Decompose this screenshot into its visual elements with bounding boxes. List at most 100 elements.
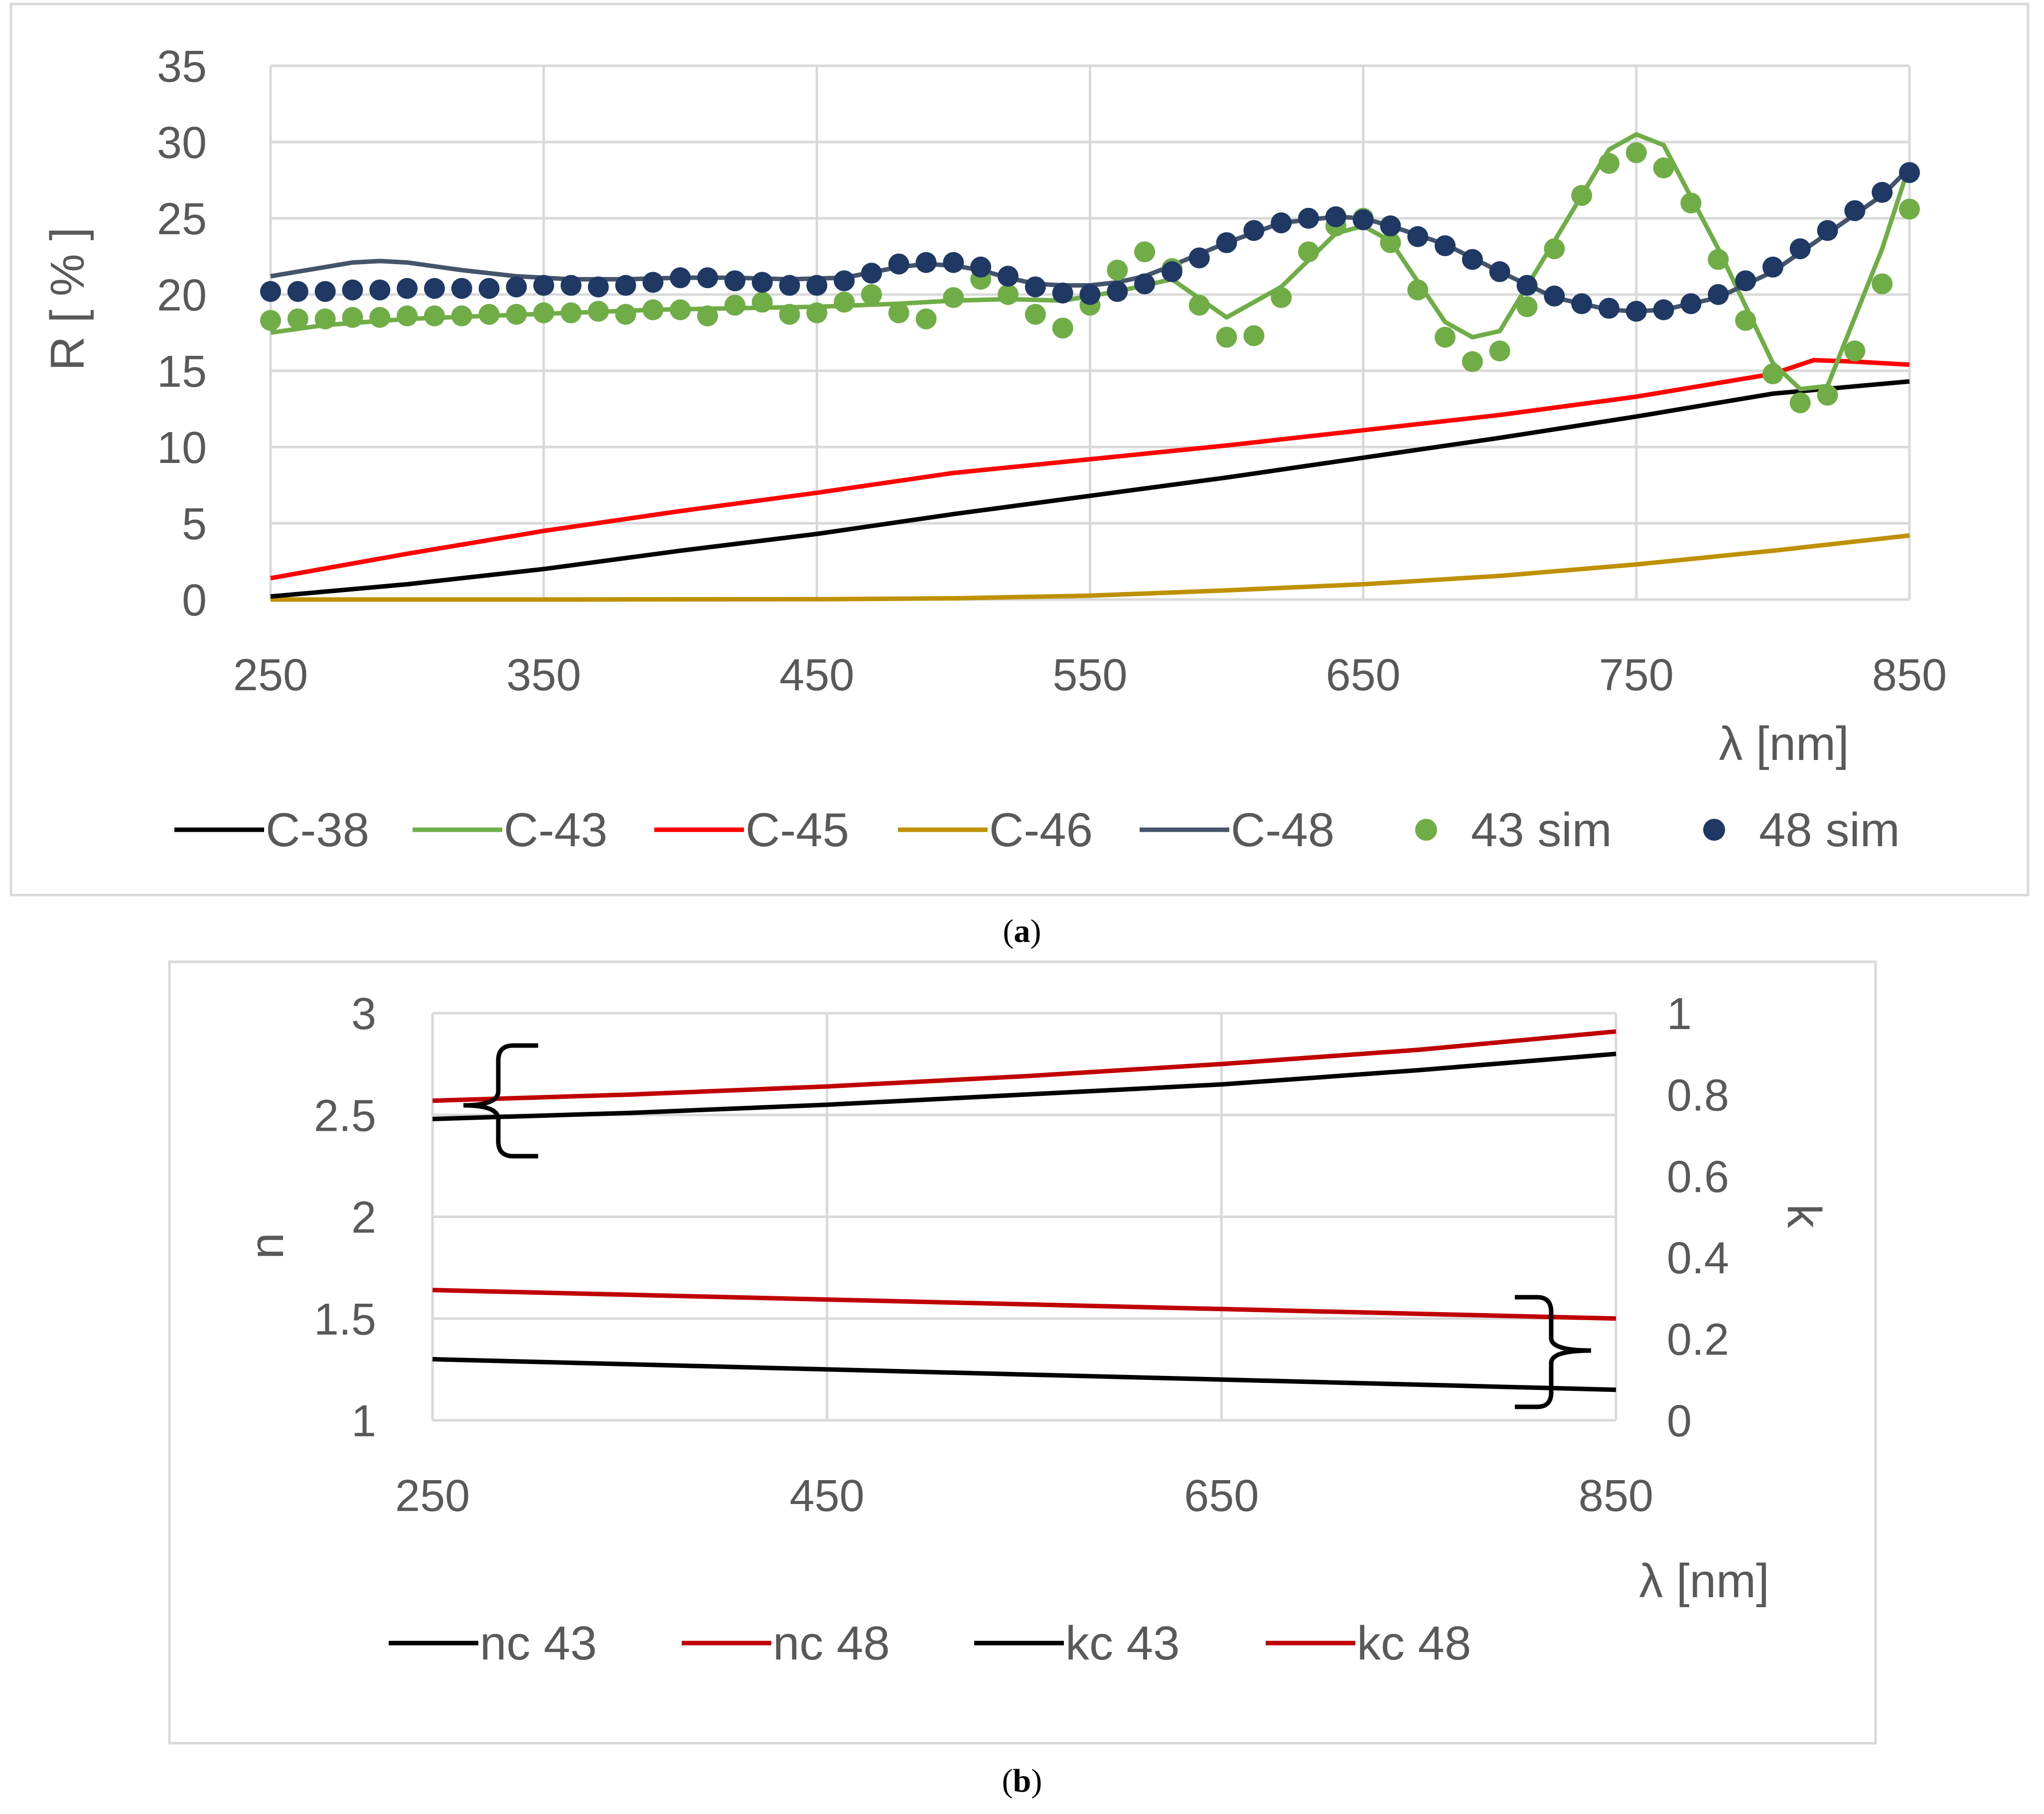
data-point-43-sim bbox=[806, 302, 828, 323]
data-point-48-sim bbox=[1107, 281, 1128, 302]
data-point-48-sim bbox=[1680, 293, 1702, 314]
data-point-43-sim bbox=[1625, 142, 1647, 163]
series-line-nc-48 bbox=[432, 1029, 1616, 1103]
legend-label-kc-43: kc 43 bbox=[1065, 1617, 1179, 1670]
panel-b-right-y-tick-label: 0 bbox=[1667, 1396, 1692, 1446]
data-point-43-sim bbox=[1052, 317, 1073, 339]
data-point-43-sim bbox=[1271, 287, 1292, 308]
data-point-48-sim bbox=[1844, 200, 1866, 221]
series-line-nc-43 bbox=[432, 1052, 1616, 1121]
legend-label-c-48: C-48 bbox=[1231, 803, 1334, 857]
data-point-43-sim bbox=[1544, 238, 1565, 260]
data-point-48-sim bbox=[1271, 212, 1292, 234]
legend-label-c-46: C-46 bbox=[989, 803, 1093, 857]
legend-label-nc-43: nc 43 bbox=[480, 1617, 597, 1670]
data-point-43-sim bbox=[724, 295, 745, 316]
data-point-43-sim bbox=[1872, 273, 1893, 295]
panel-a-x-tick-label: 650 bbox=[1326, 650, 1401, 700]
data-point-48-sim bbox=[1243, 220, 1265, 241]
data-point-48-sim bbox=[1544, 286, 1565, 307]
legend-label-c-43: C-43 bbox=[504, 803, 607, 857]
data-point-43-sim bbox=[506, 303, 527, 325]
data-point-43-sim bbox=[1188, 295, 1210, 316]
data-point-43-sim bbox=[943, 287, 964, 308]
data-point-48-sim bbox=[1899, 162, 1920, 183]
panel-a-y-axis-label: R [ % ] bbox=[41, 227, 94, 371]
data-point-43-sim bbox=[1134, 241, 1156, 263]
data-point-43-sim bbox=[369, 306, 391, 328]
data-point-48-sim bbox=[888, 253, 909, 275]
data-point-43-sim bbox=[1516, 296, 1538, 317]
data-point-43-sim bbox=[1762, 363, 1783, 385]
panel-b-x-tick-label: 650 bbox=[1184, 1471, 1259, 1521]
panel-b-right-y-tick-label: 0.2 bbox=[1667, 1315, 1729, 1365]
data-point-48-sim bbox=[1352, 209, 1374, 231]
panel-a-y-tick-label: 15 bbox=[157, 347, 207, 397]
data-point-43-sim bbox=[560, 302, 582, 323]
data-point-48-sim bbox=[1872, 181, 1893, 203]
data-point-43-sim bbox=[1298, 241, 1319, 263]
data-point-48-sim bbox=[970, 256, 992, 278]
data-point-48-sim bbox=[751, 272, 773, 293]
data-point-43-sim bbox=[478, 303, 500, 325]
data-point-48-sim bbox=[1653, 299, 1674, 320]
data-point-48-sim bbox=[424, 278, 445, 299]
data-point-43-sim bbox=[1571, 185, 1593, 206]
data-point-48-sim bbox=[397, 278, 418, 299]
data-point-48-sim bbox=[587, 276, 609, 298]
panel-b-left-y-tick-label: 2 bbox=[351, 1193, 376, 1243]
data-point-43-sim bbox=[342, 306, 363, 328]
data-point-48-sim bbox=[1079, 284, 1101, 305]
data-point-43-sim bbox=[915, 308, 937, 329]
data-point-48-sim bbox=[1161, 261, 1182, 283]
data-point-43-sim bbox=[998, 284, 1019, 305]
panel-b-left-y-axis-label: n bbox=[240, 1232, 293, 1259]
data-point-43-sim bbox=[888, 302, 909, 323]
data-point-48-sim bbox=[943, 252, 964, 273]
n-curves-bracket bbox=[463, 1043, 538, 1159]
k-curves-bracket bbox=[1515, 1295, 1592, 1409]
panel-b-x-tick-label: 450 bbox=[790, 1471, 865, 1521]
data-point-43-sim bbox=[1461, 351, 1483, 372]
data-point-48-sim bbox=[560, 275, 582, 296]
series-line-c-45 bbox=[270, 358, 1910, 581]
data-point-43-sim bbox=[1789, 392, 1811, 414]
data-point-43-sim bbox=[751, 292, 773, 313]
legend-label-nc-48: nc 48 bbox=[773, 1617, 890, 1670]
data-point-43-sim bbox=[451, 305, 472, 326]
data-point-43-sim bbox=[397, 305, 418, 326]
legend-label-c-45: C-45 bbox=[745, 803, 849, 857]
data-point-48-sim bbox=[478, 278, 500, 299]
panel-b-x-tick-label: 250 bbox=[395, 1471, 470, 1521]
panel-b-x-tick-label: 850 bbox=[1579, 1471, 1653, 1521]
data-point-48-sim bbox=[1599, 298, 1620, 319]
data-point-48-sim bbox=[1188, 247, 1210, 269]
series-line-kc-43 bbox=[432, 1357, 1616, 1392]
panel-a-y-tick-label: 35 bbox=[157, 42, 207, 92]
panel-b-right-y-tick-label: 0.8 bbox=[1667, 1070, 1729, 1120]
data-point-43-sim bbox=[287, 308, 308, 329]
data-point-43-sim bbox=[1489, 340, 1510, 362]
data-point-48-sim bbox=[1789, 238, 1811, 260]
data-point-48-sim bbox=[834, 270, 855, 292]
data-point-48-sim bbox=[1625, 301, 1647, 322]
data-point-48-sim bbox=[1052, 282, 1073, 303]
data-point-48-sim bbox=[1134, 273, 1156, 295]
data-point-43-sim bbox=[861, 284, 882, 305]
panel-b-caption: (b) bbox=[1002, 1763, 1042, 1799]
data-point-43-sim bbox=[834, 292, 855, 313]
panel-b-x-axis-label: λ [nm] bbox=[1639, 1554, 1769, 1608]
data-point-43-sim bbox=[424, 305, 445, 326]
data-point-48-sim bbox=[670, 267, 691, 289]
data-point-48-sim bbox=[260, 281, 281, 302]
data-point-43-sim bbox=[1817, 384, 1838, 406]
panel-b-frame bbox=[168, 960, 1877, 1745]
data-point-43-sim bbox=[1844, 340, 1866, 362]
panel-a-x-tick-label: 450 bbox=[779, 650, 854, 700]
data-point-48-sim bbox=[1024, 276, 1046, 298]
data-point-48-sim bbox=[806, 275, 828, 296]
panel-a-x-axis-label: λ [nm] bbox=[1719, 717, 1849, 770]
data-point-43-sim bbox=[1216, 326, 1237, 348]
panel-a-y-tick-label: 10 bbox=[157, 423, 207, 473]
panel-a-y-tick-label: 5 bbox=[182, 499, 207, 549]
